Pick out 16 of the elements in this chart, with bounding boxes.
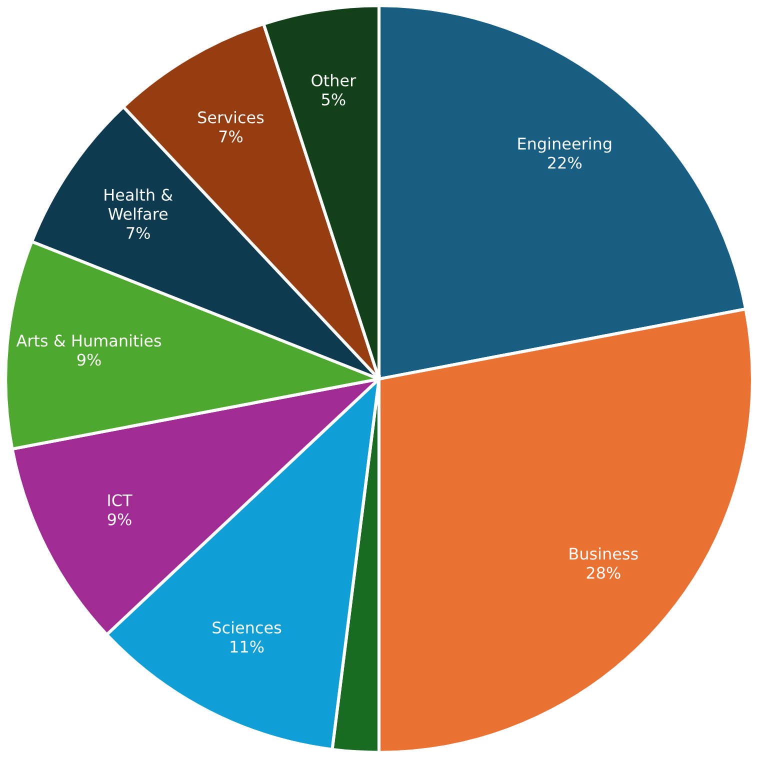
data-label: 22% (548, 156, 582, 169)
data-label: 9% (77, 354, 101, 366)
slice-label: Sciences (212, 621, 282, 634)
data-label: 5% (322, 93, 346, 106)
slice-label: Engineering (518, 137, 612, 153)
slice-label: Arts & Humanities (16, 334, 162, 347)
slice-label: Health & Welfare (104, 188, 173, 220)
data-label: 11% (230, 640, 264, 653)
slice-label: Business (570, 547, 638, 560)
data-label: 7% (219, 130, 243, 142)
slice-label: Other (312, 74, 356, 86)
slice-label: ICT (108, 494, 132, 506)
data-label: 7% (126, 226, 150, 240)
data-label: 28% (586, 566, 620, 579)
data-label: 9% (108, 513, 132, 526)
slice-label: Services (198, 111, 264, 124)
